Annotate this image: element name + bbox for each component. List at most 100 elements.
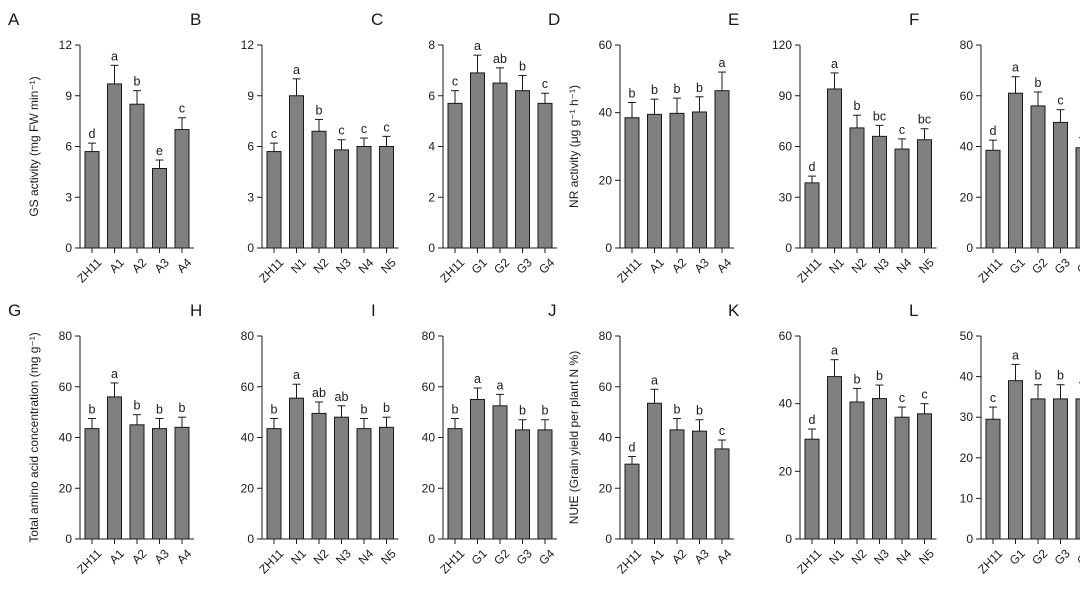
y-tick-label: 40 [960,370,974,384]
significance-letter: a [474,39,481,53]
panel-letter: J [548,301,557,320]
y-tick-label: 0 [605,241,612,255]
x-tick-label: N5 [378,255,399,276]
panel-letter: I [371,301,376,320]
y-tick-label: 80 [599,329,613,343]
y-tick-label: 20 [59,481,73,495]
x-tick-label: ZH11 [614,546,644,576]
x-tick-label: G2 [491,546,512,567]
bar [379,146,394,249]
significance-letter: a [293,368,300,382]
x-tick-label: N4 [356,255,377,276]
x-tick-label: G2 [491,255,512,276]
bar [311,130,327,249]
significance-letter: b [854,372,861,386]
panel-letter: H [190,301,202,320]
bar [849,401,865,540]
y-axis-label: NUtE (Grain yield per plant N %) [567,351,581,524]
significance-letter: c [899,123,905,137]
y-tick-label: 20 [779,464,793,478]
bar [537,429,553,540]
y-axis-label: GS activity (mg FW min⁻¹) [27,76,41,216]
y-tick-label: 30 [960,410,974,424]
x-tick-label: N1 [288,255,309,276]
panel-j: J 0 20 40 60 80 NUtE (Grain yield per plant N … [548,301,735,576]
x-tick-label: G4 [536,255,557,276]
panel-d: D 0 20 40 60 NR activity (μg g⁻¹ h⁻¹) b ZH11 b A1… [548,10,735,285]
significance-letter: b [316,103,323,117]
bar [334,149,349,249]
significance-letter: b [1035,369,1042,383]
bar [1008,380,1023,540]
x-tick-label: ZH11 [975,255,1005,285]
y-axis-label: Total amino acid concentration (mg g⁻¹) [27,332,41,542]
y-tick-label: 20 [960,451,974,465]
y-tick-label: 120 [772,38,792,52]
y-tick-label: 0 [785,241,792,255]
significance-letter: d [89,127,96,141]
significance-letter: b [271,402,278,416]
bar [872,135,887,249]
y-tick-label: 9 [65,89,72,103]
y-tick-label: 20 [960,190,974,204]
x-tick-label: A4 [714,255,735,276]
y-tick-label: 60 [599,380,613,394]
bar [492,82,508,249]
x-tick-label: N1 [826,546,847,567]
bar [311,412,327,540]
x-tick-label: N2 [311,255,332,276]
x-tick-label: ZH11 [614,255,644,285]
panel-l: L01020304050cZH11aG1bG2bG3bG4 [909,301,1080,576]
bar [624,463,640,540]
y-tick-label: 80 [241,329,255,343]
significance-letter: b [1035,76,1042,90]
x-tick-label: G2 [1029,546,1050,567]
panel-letter: C [371,10,383,29]
significance-letter: b [1057,369,1064,383]
significance-letter: b [519,404,526,418]
x-tick-label: A2 [129,255,150,276]
bar [84,428,100,540]
significance-letter: a [293,63,300,77]
significance-letter: b [383,401,390,415]
bar [447,428,463,540]
y-tick-label: 40 [59,431,73,445]
significance-letter: b [696,404,703,418]
significance-letter: c [542,77,548,91]
significance-letter: ab [312,386,326,400]
bar [447,102,463,249]
x-tick-label: A2 [669,546,690,567]
y-tick-label: 0 [785,532,792,546]
x-tick-label: ZH11 [794,546,824,576]
y-tick-label: 2 [428,190,435,204]
panel-letter: A [8,10,20,29]
y-tick-label: 40 [241,431,255,445]
bar [669,429,685,540]
y-tick-label: 40 [599,106,613,120]
x-tick-label: A3 [692,546,713,567]
x-tick-label: N4 [356,546,377,567]
y-tick-label: 80 [422,329,436,343]
significance-letter: ab [335,390,349,404]
significance-letter: c [921,388,927,402]
bar [872,398,887,540]
bar [515,90,530,249]
x-tick-label: A4 [714,546,735,567]
panel-letter: L [909,301,918,320]
y-tick-label: 6 [428,89,435,103]
panel-letter: E [728,10,739,29]
significance-letter: b [696,81,703,95]
significance-letter: d [809,160,816,174]
significance-letter: ab [493,52,507,66]
significance-letter: a [831,57,838,71]
bar [692,430,707,540]
x-tick-label: A3 [152,255,173,276]
x-tick-label: A2 [129,546,150,567]
x-tick-label: N2 [311,546,332,567]
x-tick-label: G2 [1029,255,1050,276]
y-tick-label: 20 [422,481,436,495]
bar [894,148,910,249]
bar [985,149,1001,249]
x-tick-label: ZH11 [437,546,467,576]
bar [84,151,100,249]
